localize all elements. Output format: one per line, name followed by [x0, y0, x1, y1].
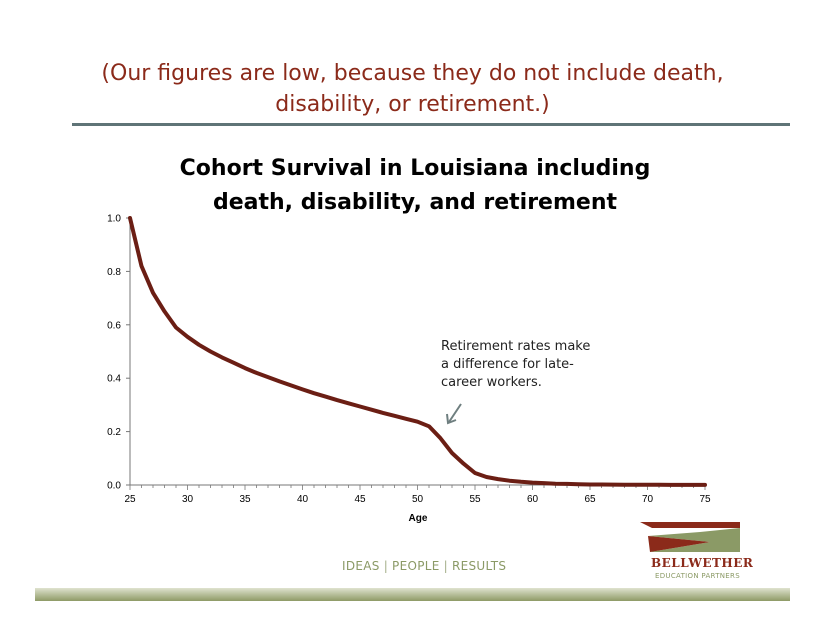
x-tick-label: 50	[412, 494, 424, 505]
y-tick-label: 0.6	[107, 320, 121, 331]
chart-title: Cohort Survival in Louisiana including d…	[150, 152, 680, 220]
x-tick-label: 45	[354, 494, 366, 505]
x-tick-label: 55	[469, 494, 481, 505]
annotation-arrow	[446, 403, 462, 425]
heading-line-2: disability, or retirement.)	[275, 92, 550, 117]
x-tick-label: 35	[239, 494, 251, 505]
heading-divider	[72, 123, 790, 126]
brand-name: BELLWETHER	[651, 556, 754, 570]
annotation-line-1: Retirement rates make	[441, 339, 591, 354]
footer-bar	[35, 588, 790, 601]
y-tick-label: 0.8	[107, 267, 121, 278]
chart-title-line-2: death, disability, and retirement	[212, 190, 617, 215]
bellwether-logo-icon	[640, 522, 740, 552]
tagline-people: PEOPLE	[392, 559, 440, 573]
y-tick-label: 1.0	[107, 214, 121, 225]
x-tick-label: 40	[297, 494, 309, 505]
x-tick-label: 70	[642, 494, 654, 505]
retirement-annotation: Retirement rates make a difference for l…	[441, 338, 616, 392]
slide-heading: (Our figures are low, because they do no…	[40, 58, 785, 120]
chart-ticks: 0.0 0.2 0.4 0.6 0.8 1.0 25 30 35 40 45 50 55 60 65 70 75	[107, 214, 711, 506]
annotation-line-2: a difference for late-	[441, 357, 574, 372]
x-tick-label: 30	[182, 494, 194, 505]
x-tick-label: 25	[124, 494, 136, 505]
tagline-results: RESULTS	[451, 559, 507, 573]
y-tick-label: 0.0	[107, 481, 121, 492]
x-tick-label: 60	[527, 494, 539, 505]
brand-subtitle: EDUCATION PARTNERS	[655, 572, 740, 580]
y-tick-label: 0.4	[107, 374, 121, 385]
x-tick-label: 65	[584, 494, 596, 505]
tagline: IDEAS | PEOPLE | RESULTS	[342, 559, 506, 573]
x-tick-label: 75	[699, 494, 711, 505]
heading-line-1: (Our figures are low, because they do no…	[101, 61, 724, 86]
chart-series	[128, 216, 707, 487]
survival-line	[128, 216, 707, 487]
x-axis-label: Age	[409, 513, 428, 524]
y-tick-label: 0.2	[107, 427, 121, 438]
chart-title-line-1: Cohort Survival in Louisiana including	[179, 156, 651, 181]
tagline-separator: |	[383, 559, 389, 573]
tagline-ideas: IDEAS	[342, 559, 380, 573]
chart-axes	[129, 218, 705, 486]
tagline-separator: |	[443, 559, 448, 573]
annotation-line-3: career workers.	[441, 375, 542, 390]
